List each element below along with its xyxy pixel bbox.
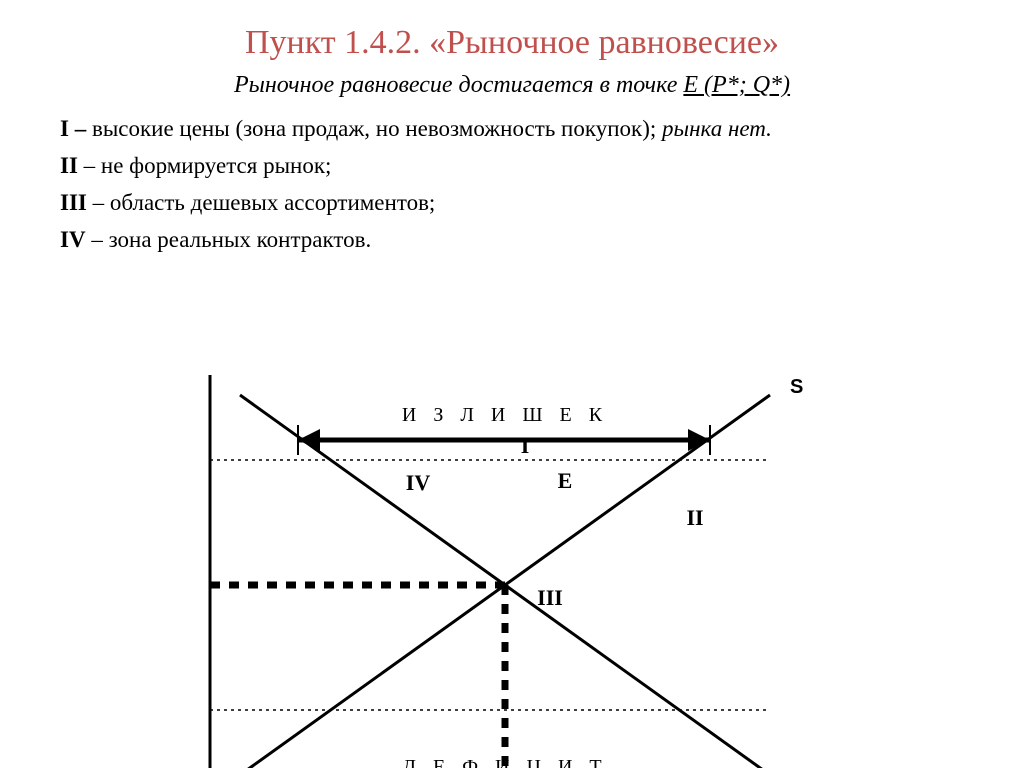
list-item-1-text: высокие цены (зона продаж, но невозможно… — [92, 116, 662, 141]
list-item-4: IV – зона реальных контрактов. — [60, 224, 964, 255]
list-item-3: III – область дешевых ассортиментов; — [60, 187, 964, 218]
subtitle-underlined: E (P*; Q*) — [683, 72, 790, 98]
list-item-2-bold: II — [60, 153, 78, 178]
equilibrium-chart: И З Л И Ш Е К Д Е Ф И Ц И Т S I IV E II … — [150, 375, 870, 768]
list-item-1-italic: рынка нет. — [662, 116, 772, 141]
slide: Пункт 1.4.2. «Рыночное равновесие» Рыноч… — [0, 0, 1024, 768]
list-item-2: II – не формируется рынок; — [60, 150, 964, 181]
surplus-arrow — [298, 425, 710, 455]
list-item-4-bold: IV — [60, 227, 86, 252]
zone-label-E: E — [558, 468, 573, 493]
deficit-label: Д Е Ф И Ц И Т — [402, 756, 607, 768]
list-item-3-text: – область дешевых ассортиментов; — [87, 190, 435, 215]
definition-list: I – высокие цены (зона продаж, но невозм… — [60, 113, 964, 255]
zone-label-I: I — [521, 433, 530, 458]
list-item-1-bold: I – — [60, 116, 92, 141]
subtitle-text: Рыночное равновесие достигается в точке — [234, 72, 683, 98]
list-item-4-text: – зона реальных контрактов. — [86, 227, 372, 252]
list-item-1: I – высокие цены (зона продаж, но невозм… — [60, 113, 964, 144]
surplus-label: И З Л И Ш Е К — [402, 404, 608, 426]
list-item-3-bold: III — [60, 190, 87, 215]
zone-label-III: III — [537, 585, 563, 610]
list-item-2-text: – не формируется рынок; — [78, 153, 331, 178]
zone-label-IV: IV — [406, 470, 431, 495]
slide-title: Пункт 1.4.2. «Рыночное равновесие» — [60, 24, 964, 62]
supply-label: S — [790, 376, 803, 398]
slide-subtitle: Рыночное равновесие достигается в точке … — [60, 72, 964, 99]
zone-label-II: II — [686, 505, 703, 530]
